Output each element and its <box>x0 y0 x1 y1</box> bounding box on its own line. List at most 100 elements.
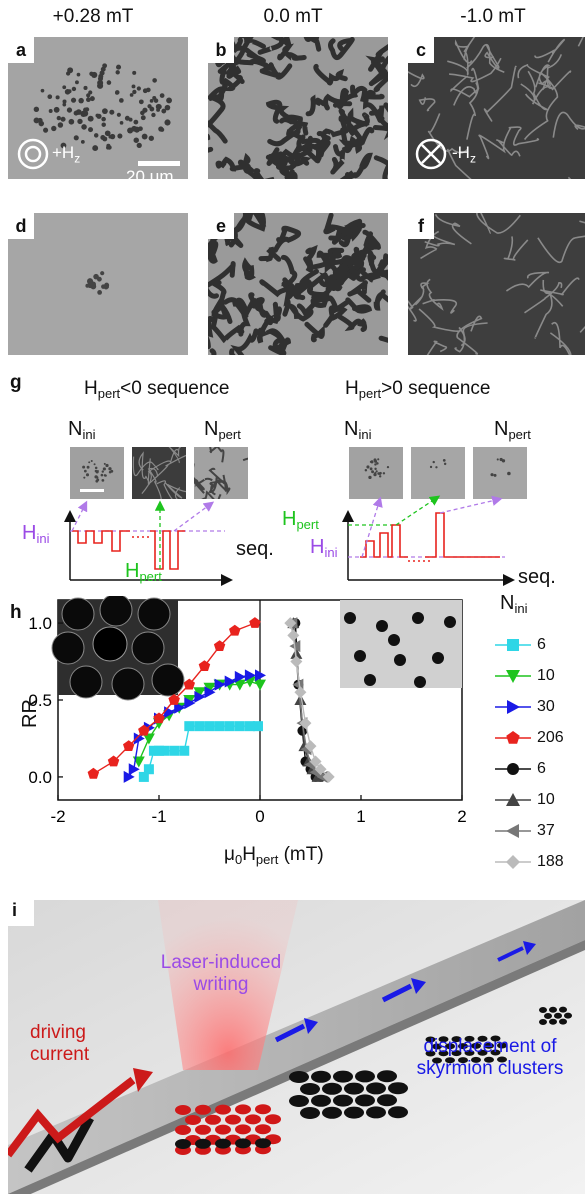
data-point <box>204 721 215 732</box>
data-point <box>194 721 205 732</box>
thumb-neg-initial <box>70 447 124 499</box>
x-tick-label: -2 <box>50 807 65 826</box>
data-point <box>214 678 226 691</box>
inset-dense-lattice <box>51 596 185 701</box>
panel-d: d <box>8 213 188 355</box>
chart-xlabel: μ0Hpert (mT) <box>224 844 324 867</box>
panel-letter-c: c <box>408 37 434 63</box>
data-point <box>128 763 140 776</box>
data-point <box>299 717 312 730</box>
data-point <box>254 679 266 691</box>
data-point <box>322 770 335 783</box>
data-point <box>159 745 170 756</box>
data-point <box>204 686 216 699</box>
thumb-neg-final <box>194 447 248 499</box>
data-point <box>252 721 263 732</box>
skyrmion-cluster-image <box>33 63 173 152</box>
h-pert-label-left: Hpert <box>125 560 162 584</box>
data-point <box>168 694 180 705</box>
data-point <box>142 733 155 745</box>
data-point <box>287 629 300 642</box>
series-3 <box>87 617 261 779</box>
panel-letter-a: a <box>8 37 34 63</box>
y-tick-label: 1.0 <box>28 614 52 633</box>
legend-marker <box>506 670 520 683</box>
displacement-label: displacement of skyrmion clusters <box>416 1036 564 1079</box>
data-point <box>309 755 322 768</box>
legend-label: 6 <box>537 760 546 777</box>
data-point <box>184 721 195 732</box>
neg-sequence-title: Hpert<0 sequence <box>84 378 230 401</box>
legend-marker <box>506 824 519 838</box>
column-title-zero: 0.0 mT <box>263 6 323 27</box>
column-title-plus: +0.28 mT <box>52 6 134 27</box>
legend-label: 206 <box>537 729 564 746</box>
data-point <box>234 721 245 732</box>
series-7 <box>284 617 335 783</box>
data-point <box>123 740 135 751</box>
field-into-plane-icon <box>415 138 447 170</box>
scale-bar <box>138 161 180 166</box>
legend-marker <box>507 700 520 714</box>
x-tick-label: 2 <box>457 807 466 826</box>
y-tick-label: 0.0 <box>28 768 52 787</box>
panel-letter-h: h <box>10 602 22 623</box>
domain-wall-network-image-2 <box>408 213 585 355</box>
data-point <box>193 687 206 699</box>
small-cluster-image <box>85 271 110 295</box>
legend-marker <box>507 763 519 775</box>
data-point <box>154 745 164 756</box>
panel-letter-f: f <box>408 213 434 239</box>
n-pert-label-left: Npert <box>204 418 241 442</box>
data-point <box>148 745 159 756</box>
data-point <box>284 617 297 630</box>
driving-current-arrow <box>8 1076 136 1158</box>
thumb-pos-initial <box>349 447 403 499</box>
data-point <box>198 660 211 671</box>
field-label-c: -Hz <box>452 143 476 166</box>
rr-chart: -2 -1 0 1 2 0.0 0.5 1.0 <box>28 596 467 826</box>
panel-c: c -Hz <box>408 37 585 179</box>
legend-label: 10 <box>537 791 555 808</box>
data-point <box>133 732 145 745</box>
inset-sparse-lattice <box>340 600 462 688</box>
data-point <box>153 712 165 724</box>
data-point <box>214 721 225 732</box>
x-tick-label: 1 <box>356 807 365 826</box>
data-point <box>290 655 303 668</box>
data-point <box>203 682 216 694</box>
data-point <box>234 670 246 683</box>
data-point <box>244 721 255 732</box>
panel-i: i Laser-induced writing driving current di… <box>8 900 585 1194</box>
data-point <box>233 679 246 691</box>
panel-letter-d: d <box>8 213 34 239</box>
field-out-of-plane-icon <box>17 138 49 170</box>
legend-label: 30 <box>537 698 555 715</box>
series-0 <box>138 721 263 782</box>
panel-b: b <box>208 37 388 179</box>
data-point <box>183 678 195 690</box>
legend-marker <box>506 793 520 806</box>
h-ini-label-right: Hini <box>310 536 338 560</box>
legend-label: 37 <box>537 822 555 839</box>
panel-letter-e: e <box>208 213 234 239</box>
data-point <box>224 721 235 732</box>
laser-beam <box>158 900 298 1070</box>
data-point <box>244 669 256 682</box>
scale-label: 20 μm <box>126 167 174 179</box>
data-point <box>294 686 307 699</box>
h-ini-label-left: Hini <box>22 522 50 546</box>
chart-ylabel: RR <box>18 699 41 728</box>
legend-title: Nini <box>500 592 528 616</box>
laser-label: Laser-induced writing <box>160 952 282 995</box>
n-pert-label-right: Npert <box>494 418 531 442</box>
n-ini-label-right: Nini <box>344 418 372 442</box>
thumb-neg-pert <box>132 447 186 499</box>
panel-letter-g: g <box>10 372 22 393</box>
panel-f: f <box>408 213 585 355</box>
pos-sequence-title: Hpert>0 sequence <box>345 378 491 401</box>
racetrack-illustration <box>8 900 585 1194</box>
thumb-pos-final <box>473 447 527 499</box>
data-point <box>194 690 206 703</box>
panel-a: a +Hz 20 μm <box>8 37 188 179</box>
